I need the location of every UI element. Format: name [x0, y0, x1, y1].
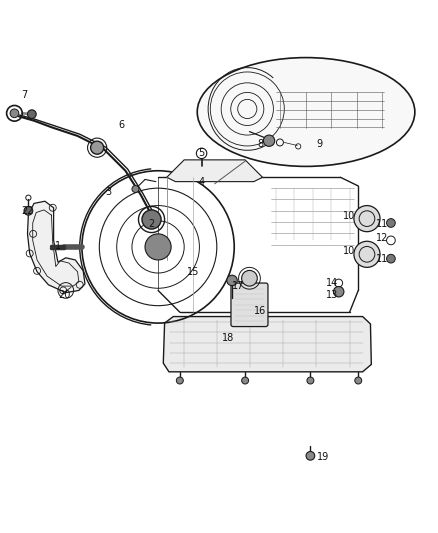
FancyBboxPatch shape [231, 283, 268, 327]
Text: 11: 11 [376, 219, 389, 229]
Polygon shape [28, 201, 85, 293]
Circle shape [177, 377, 184, 384]
Circle shape [28, 110, 36, 118]
Text: 14: 14 [326, 278, 338, 288]
Text: 8: 8 [257, 139, 263, 149]
Text: 13: 13 [326, 290, 338, 300]
Circle shape [354, 206, 380, 232]
Circle shape [387, 219, 395, 228]
Ellipse shape [197, 58, 415, 166]
Circle shape [242, 377, 249, 384]
Circle shape [307, 377, 314, 384]
Circle shape [10, 109, 19, 118]
Circle shape [227, 275, 237, 286]
Text: 3: 3 [105, 187, 111, 197]
Circle shape [306, 451, 315, 460]
Circle shape [355, 377, 362, 384]
Text: 5: 5 [198, 148, 205, 158]
Text: 12: 12 [376, 233, 389, 243]
Text: 19: 19 [317, 452, 329, 462]
Circle shape [263, 135, 275, 147]
Circle shape [387, 254, 395, 263]
Polygon shape [163, 317, 371, 372]
Circle shape [354, 241, 380, 268]
Text: 10: 10 [343, 212, 356, 221]
Text: 11: 11 [376, 254, 389, 264]
Circle shape [242, 270, 257, 286]
Text: 22: 22 [21, 206, 34, 216]
Text: 10: 10 [343, 246, 356, 256]
Text: 7: 7 [21, 90, 27, 100]
Text: 16: 16 [254, 306, 266, 316]
Text: 1: 1 [55, 240, 61, 251]
Text: 20: 20 [58, 290, 71, 300]
Circle shape [91, 141, 104, 154]
Text: 15: 15 [187, 266, 199, 277]
Circle shape [142, 210, 161, 229]
Circle shape [145, 234, 171, 260]
Polygon shape [167, 160, 262, 182]
Text: 4: 4 [198, 176, 205, 187]
Text: 6: 6 [118, 120, 124, 130]
Circle shape [132, 185, 139, 192]
Circle shape [333, 287, 344, 297]
Text: 17: 17 [233, 281, 245, 291]
Circle shape [24, 206, 33, 215]
Text: 9: 9 [316, 139, 322, 149]
Text: 18: 18 [222, 333, 234, 343]
Text: 2: 2 [148, 219, 155, 229]
